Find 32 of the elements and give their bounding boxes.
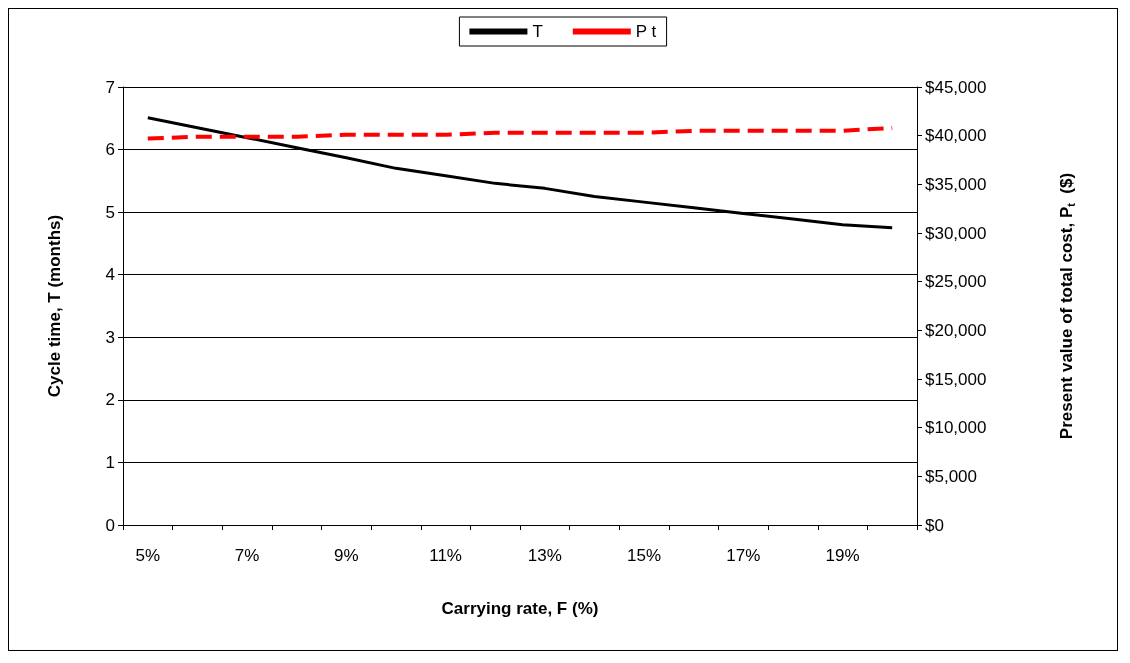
y2-axis-title: Present value of total cost, Pt ($) [1057,172,1077,440]
line-series [145,125,895,141]
y2-tick-label: $10,000 [925,418,987,438]
x-tick-label: 7% [234,546,260,565]
x-tick-label: 13% [527,546,562,565]
y2-tick-label: $45,000 [925,77,987,97]
x-tick-label: 15% [627,546,662,565]
x-tick-label: 9% [334,546,359,565]
y-tick-label: 7 [105,77,115,97]
y-tick-label: 5 [105,202,115,222]
y-axis-title: Cycle time, T (months) [45,214,64,398]
y2-tick-label: $5,000 [925,466,977,486]
y2-tick-label: $40,000 [925,126,987,146]
y-tick-label: 2 [105,390,115,410]
x-tick-label: 19% [825,546,860,565]
y-tick-label: 0 [105,515,115,535]
x-tick-label: 11% [429,546,462,565]
y2-tick-label: $35,000 [925,174,987,194]
y-tick-label: 1 [105,452,115,472]
y2-tick-label: $15,000 [925,369,987,389]
y2-tick-label: $30,000 [925,223,987,243]
y2-tick-label: $0 [925,515,944,535]
x-tick-label: 17% [726,546,761,565]
y-tick-label: 6 [105,140,115,160]
legend-label: T [532,22,543,41]
y2-tick-label: $20,000 [925,320,987,340]
y2-tick-label: $25,000 [925,272,987,292]
y-tick-label: 3 [105,327,115,347]
x-axis-title: Carrying rate, F (%) [441,599,599,618]
x-tick-label: 5% [135,546,161,565]
y-tick-label: 4 [105,265,115,285]
legend-label: P t [635,22,657,41]
